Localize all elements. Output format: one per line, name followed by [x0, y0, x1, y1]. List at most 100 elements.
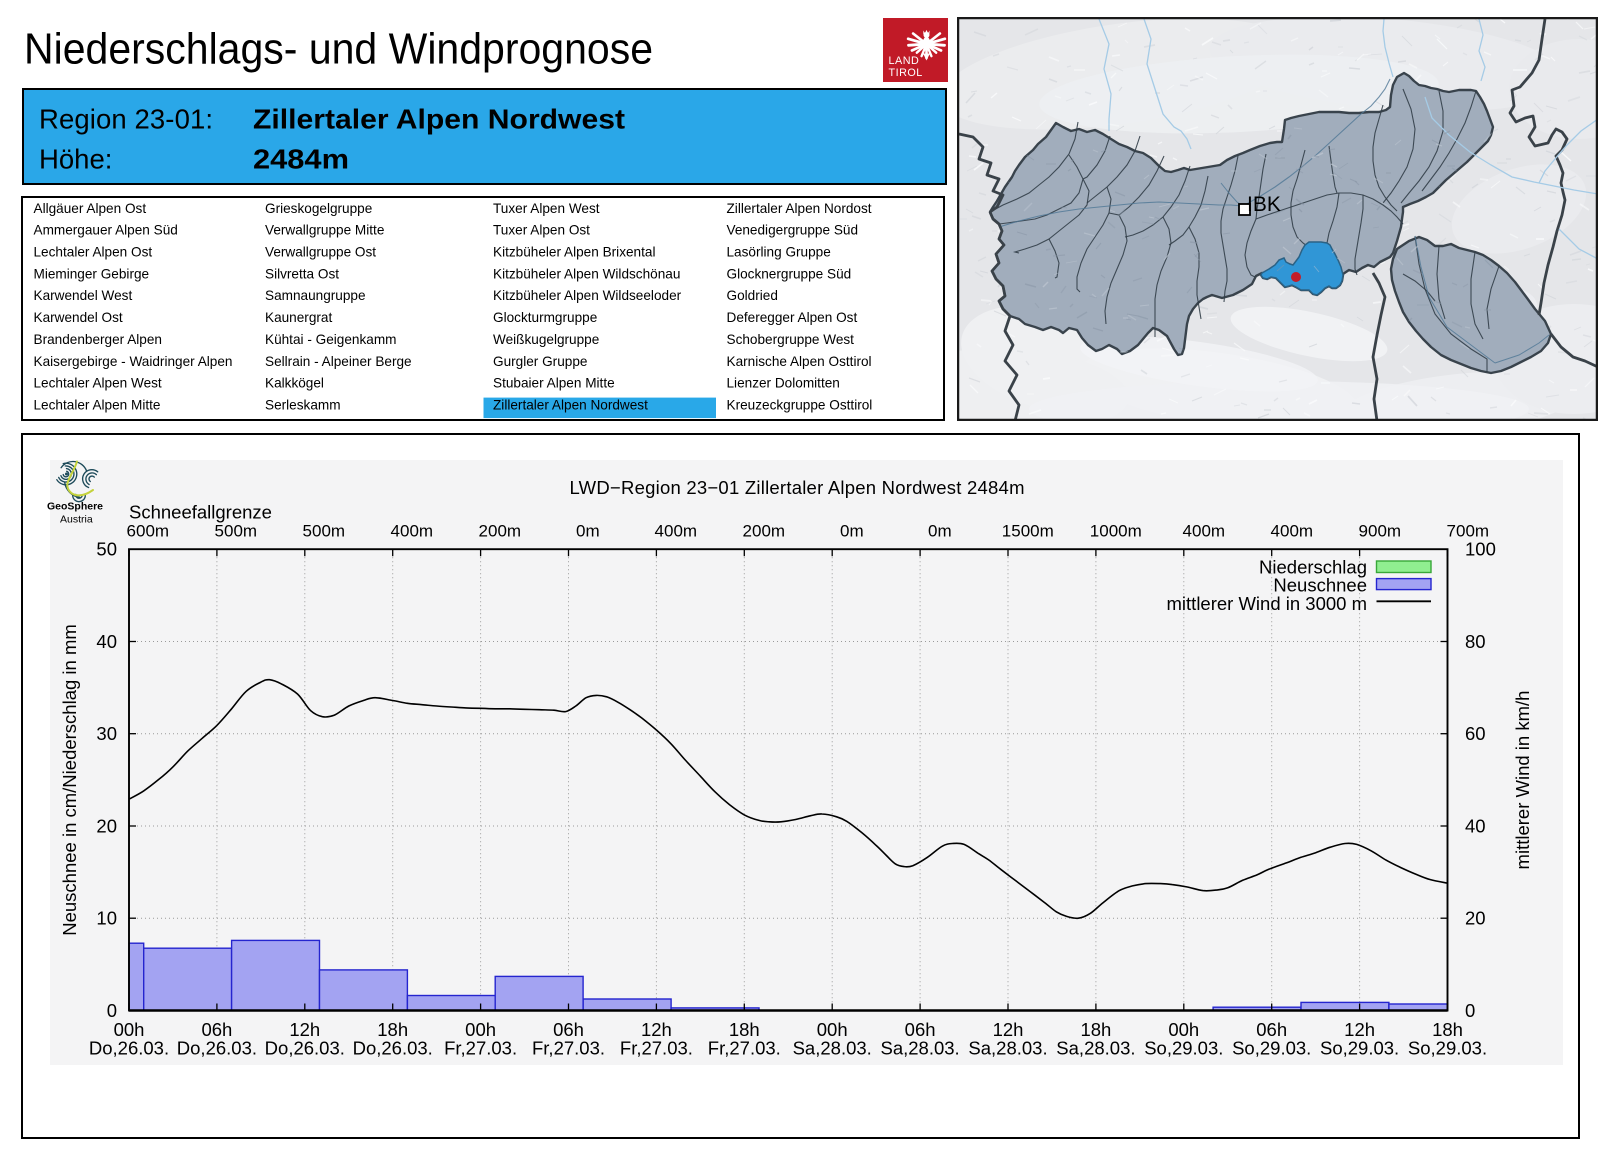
- svg-text:1500m: 1500m: [1002, 522, 1054, 541]
- svg-text:900m: 900m: [1359, 522, 1402, 541]
- svg-text:200m: 200m: [479, 522, 522, 541]
- svg-text:mittlerer Wind in km/h: mittlerer Wind in km/h: [1512, 691, 1533, 870]
- svg-text:Sa,28.03.: Sa,28.03.: [1056, 1038, 1135, 1059]
- svg-text:Sa,28.03.: Sa,28.03.: [793, 1038, 872, 1059]
- svg-text:06h: 06h: [553, 1019, 584, 1040]
- svg-text:Neuschnee: Neuschnee: [1273, 575, 1367, 596]
- svg-text:Fr,27.03.: Fr,27.03.: [620, 1038, 693, 1059]
- svg-text:Fr,27.03.: Fr,27.03.: [708, 1038, 781, 1059]
- svg-text:00h: 00h: [114, 1019, 145, 1040]
- svg-text:60: 60: [1465, 723, 1486, 744]
- svg-text:18h: 18h: [1080, 1019, 1111, 1040]
- svg-text:00h: 00h: [817, 1019, 848, 1040]
- svg-text:400m: 400m: [391, 522, 434, 541]
- svg-text:LWD−Region 23−01 Zillertaler A: LWD−Region 23−01 Zillertaler Alpen Nordw…: [570, 477, 1025, 498]
- svg-text:Weißkugelgruppe: Weißkugelgruppe: [493, 332, 599, 347]
- svg-text:600m: 600m: [127, 522, 170, 541]
- svg-text:Fr,27.03.: Fr,27.03.: [532, 1038, 605, 1059]
- svg-text:Kreuzeckgruppe Osttirol: Kreuzeckgruppe Osttirol: [727, 398, 873, 413]
- svg-text:Brandenberger Alpen: Brandenberger Alpen: [34, 332, 162, 347]
- svg-text:Karwendel West: Karwendel West: [34, 288, 133, 303]
- svg-text:Do,26.03.: Do,26.03.: [177, 1038, 257, 1059]
- svg-text:Grieskogelgruppe: Grieskogelgruppe: [265, 201, 372, 216]
- svg-text:500m: 500m: [303, 522, 346, 541]
- svg-text:Tuxer Alpen West: Tuxer Alpen West: [493, 201, 600, 216]
- svg-text:Lienzer Dolomitten: Lienzer Dolomitten: [727, 376, 840, 391]
- svg-text:Glockturmgruppe: Glockturmgruppe: [493, 310, 597, 325]
- svg-text:00h: 00h: [1168, 1019, 1199, 1040]
- svg-text:30: 30: [96, 723, 117, 744]
- svg-text:Schobergruppe West: Schobergruppe West: [727, 332, 855, 347]
- svg-text:400m: 400m: [1271, 522, 1314, 541]
- svg-text:Kitzbüheler Alpen Brixental: Kitzbüheler Alpen Brixental: [493, 245, 655, 260]
- svg-text:Kaisergebirge - Waidringer Alp: Kaisergebirge - Waidringer Alpen: [34, 354, 233, 369]
- svg-text:Niederschlag: Niederschlag: [1259, 556, 1367, 577]
- svg-text:Niederschlags- und Windprognos: Niederschlags- und Windprognose: [24, 25, 653, 74]
- svg-text:Sellrain - Alpeiner Berge: Sellrain - Alpeiner Berge: [265, 354, 412, 369]
- svg-text:Do,26.03.: Do,26.03.: [353, 1038, 433, 1059]
- svg-text:400m: 400m: [1183, 522, 1226, 541]
- svg-text:So,29.03.: So,29.03.: [1232, 1038, 1311, 1059]
- svg-text:Glocknergruppe Süd: Glocknergruppe Süd: [727, 266, 852, 281]
- svg-text:Tuxer Alpen Ost: Tuxer Alpen Ost: [493, 223, 590, 238]
- svg-text:20: 20: [1465, 908, 1486, 929]
- svg-text:500m: 500m: [215, 522, 258, 541]
- svg-text:400m: 400m: [655, 522, 698, 541]
- svg-text:LAND: LAND: [889, 55, 920, 67]
- svg-text:50: 50: [96, 539, 117, 560]
- svg-text:12h: 12h: [993, 1019, 1024, 1040]
- svg-text:100: 100: [1465, 539, 1496, 560]
- svg-text:12h: 12h: [641, 1019, 672, 1040]
- svg-text:Zillertaler Alpen Nordwest: Zillertaler Alpen Nordwest: [493, 398, 648, 413]
- svg-text:Venedigergruppe Süd: Venedigergruppe Süd: [727, 223, 859, 238]
- svg-text:40: 40: [96, 631, 117, 652]
- svg-text:Stubaier Alpen Mitte: Stubaier Alpen Mitte: [493, 376, 615, 391]
- svg-text:Gurgler Gruppe: Gurgler Gruppe: [493, 354, 587, 369]
- svg-text:Karnische Alpen Osttirol: Karnische Alpen Osttirol: [727, 354, 872, 369]
- svg-text:Allgäuer Alpen Ost: Allgäuer Alpen Ost: [34, 201, 147, 216]
- svg-text:GeoSphere: GeoSphere: [47, 501, 103, 513]
- svg-text:Zillertaler Alpen Nordost: Zillertaler Alpen Nordost: [727, 201, 872, 216]
- svg-text:0m: 0m: [928, 522, 952, 541]
- svg-text:Mieminger Gebirge: Mieminger Gebirge: [34, 266, 150, 281]
- svg-text:1000m: 1000m: [1090, 522, 1142, 541]
- svg-text:18h: 18h: [377, 1019, 408, 1040]
- svg-text:Do,26.03.: Do,26.03.: [89, 1038, 169, 1059]
- svg-text:Do,26.03.: Do,26.03.: [265, 1038, 345, 1059]
- svg-text:Lechtaler Alpen Mitte: Lechtaler Alpen Mitte: [34, 398, 161, 413]
- svg-text:40: 40: [1465, 816, 1486, 837]
- svg-text:0: 0: [1465, 1000, 1475, 1021]
- svg-text:20: 20: [96, 816, 117, 837]
- svg-text:10: 10: [96, 908, 117, 929]
- svg-text:Höhe:: Höhe:: [39, 143, 112, 174]
- svg-text:200m: 200m: [743, 522, 786, 541]
- svg-text:18h: 18h: [1432, 1019, 1463, 1040]
- svg-text:Goldried: Goldried: [727, 288, 778, 303]
- svg-text:Samnaungruppe: Samnaungruppe: [265, 288, 366, 303]
- svg-text:Zillertaler Alpen Nordwest: Zillertaler Alpen Nordwest: [253, 103, 625, 134]
- svg-text:Neuschnee in cm/Niederschlag i: Neuschnee in cm/Niederschlag in mm: [59, 624, 80, 936]
- svg-text:Deferegger Alpen Ost: Deferegger Alpen Ost: [727, 310, 858, 325]
- svg-text:06h: 06h: [905, 1019, 936, 1040]
- svg-text:00h: 00h: [465, 1019, 496, 1040]
- svg-text:Silvretta Ost: Silvretta Ost: [265, 266, 339, 281]
- svg-text:Serleskamm: Serleskamm: [265, 398, 341, 413]
- svg-text:Austria: Austria: [60, 514, 93, 526]
- svg-text:700m: 700m: [1447, 522, 1490, 541]
- svg-text:IBK: IBK: [1247, 193, 1281, 216]
- svg-text:18h: 18h: [729, 1019, 760, 1040]
- svg-text:Kalkkögel: Kalkkögel: [265, 376, 324, 391]
- svg-text:Kitzbüheler Alpen Wildseeloder: Kitzbüheler Alpen Wildseeloder: [493, 288, 682, 303]
- svg-text:06h: 06h: [1256, 1019, 1287, 1040]
- svg-text:Kühtai - Geigenkamm: Kühtai - Geigenkamm: [265, 332, 396, 347]
- svg-text:TIROL: TIROL: [889, 67, 923, 79]
- svg-text:Ammergauer Alpen Süd: Ammergauer Alpen Süd: [34, 223, 178, 238]
- svg-text:Region 23-01:: Region 23-01:: [39, 103, 213, 134]
- svg-text:2484m: 2484m: [253, 143, 349, 174]
- svg-text:0: 0: [107, 1000, 117, 1021]
- svg-text:Verwallgruppe Mitte: Verwallgruppe Mitte: [265, 223, 384, 238]
- svg-text:Lechtaler Alpen Ost: Lechtaler Alpen Ost: [34, 245, 153, 260]
- svg-text:Lechtaler Alpen West: Lechtaler Alpen West: [34, 376, 162, 391]
- svg-text:So,29.03.: So,29.03.: [1408, 1038, 1487, 1059]
- svg-text:So,29.03.: So,29.03.: [1320, 1038, 1399, 1059]
